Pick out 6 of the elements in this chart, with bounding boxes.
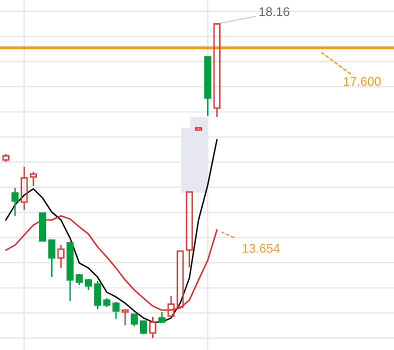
candlestick (149, 316, 156, 339)
text: 18.16 (260, 7, 290, 16)
candlestick (20, 166, 28, 211)
candlestick (57, 244, 64, 269)
annotation: 17.600 (344, 76, 381, 86)
annotation: 13.654 (242, 244, 280, 253)
